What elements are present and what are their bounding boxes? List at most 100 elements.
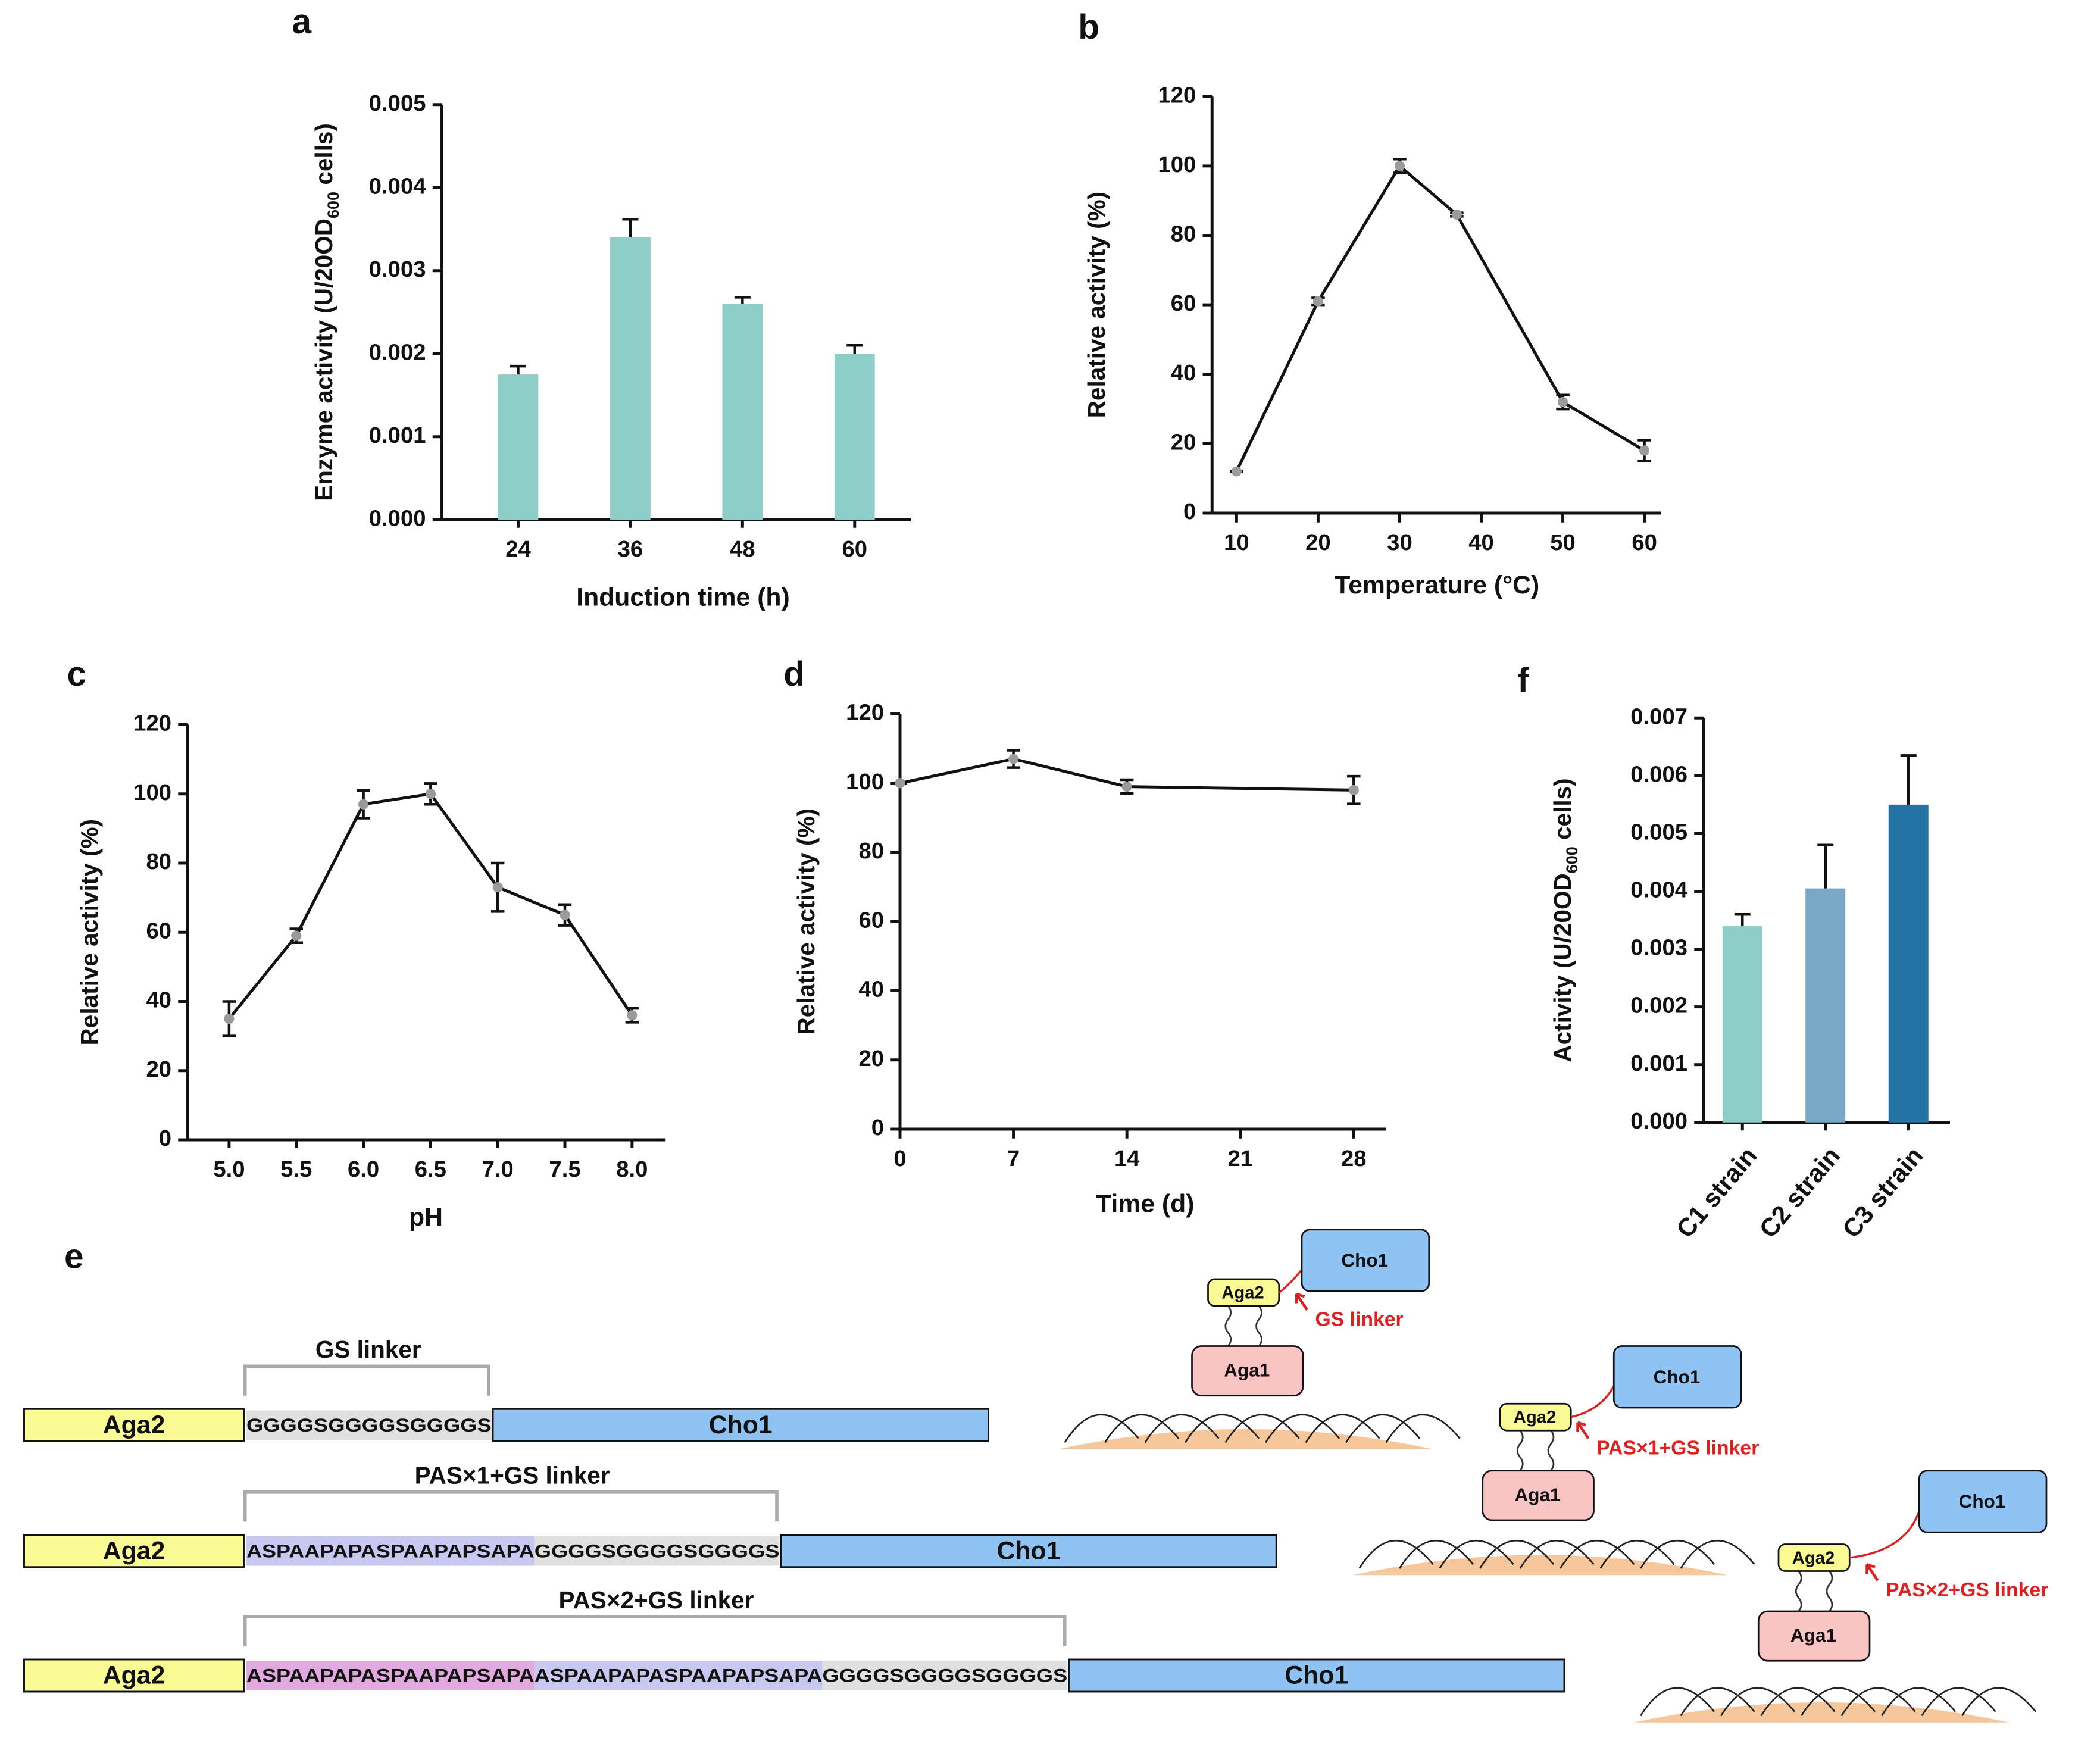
bar bbox=[498, 374, 539, 520]
cell-surface bbox=[1352, 1555, 1728, 1576]
linker-segment-bg bbox=[246, 1536, 535, 1566]
point bbox=[1121, 782, 1132, 792]
y-tick-label: 0.005 bbox=[369, 90, 426, 116]
aga2-label: Aga2 bbox=[103, 1411, 165, 1439]
y-tick-label: 0 bbox=[159, 1126, 171, 1151]
arrow bbox=[1295, 1292, 1308, 1311]
x-tick-label: 21 bbox=[1227, 1146, 1253, 1171]
disulfide-bond bbox=[1255, 1305, 1262, 1347]
linker-label: PAS×2+GS linker bbox=[1886, 1579, 2048, 1601]
y-axis-label-part: Relative activity (%) bbox=[1083, 192, 1110, 418]
cho1-box bbox=[1918, 1470, 2048, 1533]
point bbox=[1348, 785, 1359, 795]
aga2-label: Aga2 bbox=[1792, 1549, 1835, 1568]
x-tick-label: 28 bbox=[1341, 1146, 1367, 1171]
y-tick-label: 120 bbox=[133, 711, 171, 736]
cell-wall-fibers bbox=[1358, 1539, 1755, 1569]
point bbox=[358, 799, 369, 810]
cell-surface bbox=[1634, 1702, 2009, 1723]
linker-label: GS linker bbox=[315, 1336, 421, 1363]
cho1-box bbox=[1612, 1345, 1742, 1409]
error-bar bbox=[734, 296, 751, 304]
y-axis-label-part: Relative activity (%) bbox=[792, 808, 819, 1034]
error-bar bbox=[846, 344, 863, 354]
panel-label: e bbox=[64, 1237, 84, 1276]
y-axis-label-part: Activity (U/20OD bbox=[1549, 873, 1576, 1062]
x-axis-label: pH bbox=[409, 1203, 443, 1232]
y-axis-label: Relative activity (%) bbox=[1083, 192, 1110, 418]
cho1-label: Cho1 bbox=[1959, 1490, 2006, 1512]
y-tick-label: 20 bbox=[146, 1057, 171, 1082]
bar bbox=[610, 237, 651, 520]
y-axis-label: Relative activity (%) bbox=[76, 819, 103, 1045]
point bbox=[425, 789, 436, 799]
bar bbox=[1722, 926, 1762, 1123]
y-axis-label: Relative activity (%) bbox=[792, 808, 819, 1034]
x-tick-label: 20 bbox=[1305, 530, 1331, 555]
disulfide-bond bbox=[1516, 1430, 1524, 1471]
x-tick-label: 5.0 bbox=[213, 1157, 245, 1182]
y-tick-label: 60 bbox=[1171, 290, 1196, 316]
linker-label: PAS×1+GS linker bbox=[415, 1462, 610, 1489]
aga1-box bbox=[1757, 1610, 1871, 1662]
x-tick-label: 30 bbox=[1387, 530, 1412, 555]
point bbox=[1394, 161, 1405, 171]
point bbox=[895, 778, 905, 789]
linker-sequence: GGGGSGGGGSGGGGS bbox=[535, 1540, 780, 1561]
aga2-label: Aga2 bbox=[1514, 1408, 1557, 1427]
error-bar bbox=[1900, 754, 1917, 805]
y-tick-label: 100 bbox=[133, 780, 171, 805]
y-axis-label: Enzyme activity (U/20OD600 cells) bbox=[310, 123, 342, 501]
aga1-label: Aga1 bbox=[1514, 1484, 1560, 1505]
point bbox=[1231, 466, 1242, 477]
bar bbox=[1888, 804, 1929, 1123]
cell-surface bbox=[1058, 1429, 1433, 1449]
cell-wall-fibers bbox=[1640, 1687, 2037, 1717]
cell-wall-fibers bbox=[1064, 1414, 1461, 1443]
x-tick-label: 6.5 bbox=[415, 1157, 446, 1182]
y-axis-label-part: 600 bbox=[1563, 846, 1581, 873]
y-axis-label-part: 600 bbox=[324, 192, 342, 218]
linker-label: PAS×2+GS linker bbox=[559, 1586, 754, 1614]
x-tick-label: 24 bbox=[505, 536, 531, 562]
y-tick-label: 0 bbox=[1183, 499, 1196, 524]
x-tick-label: C3 strain bbox=[1837, 1142, 1929, 1243]
x-tick-label: 6.0 bbox=[348, 1157, 379, 1182]
linker-curve bbox=[1849, 1510, 1920, 1559]
aga2-box bbox=[23, 1658, 245, 1693]
x-tick-label: 40 bbox=[1468, 530, 1494, 555]
y-axis-label-part: cells) bbox=[1549, 778, 1576, 846]
y-axis-label-part: Enzyme activity (U/20OD bbox=[310, 218, 337, 501]
aga2-label: Aga2 bbox=[1221, 1283, 1264, 1302]
bar bbox=[1805, 888, 1846, 1123]
x-tick-label: 60 bbox=[1632, 530, 1657, 555]
disulfide-bond bbox=[1224, 1305, 1232, 1347]
y-tick-label: 80 bbox=[858, 838, 884, 864]
cho1-label: Cho1 bbox=[1285, 1661, 1348, 1690]
y-axis-label-part: Relative activity (%) bbox=[76, 819, 103, 1045]
linker-bracket bbox=[243, 1490, 779, 1522]
linker-segment-bg bbox=[246, 1661, 535, 1690]
linker-sequence: GGGGSGGGGSGGGGS bbox=[246, 1414, 492, 1436]
y-tick-label: 0.001 bbox=[1630, 1051, 1688, 1076]
panel-label: b bbox=[1078, 8, 1099, 46]
panel-label: a bbox=[292, 2, 312, 41]
linker-bracket bbox=[243, 1364, 491, 1396]
y-axis-label: Activity (U/20OD600 cells) bbox=[1549, 778, 1581, 1062]
x-tick-label: 36 bbox=[618, 536, 643, 562]
cho1-box bbox=[1301, 1229, 1430, 1292]
x-tick-label: 7.0 bbox=[482, 1157, 514, 1182]
y-tick-label: 0.007 bbox=[1630, 704, 1688, 729]
point bbox=[627, 1010, 638, 1021]
cho1-box bbox=[1068, 1658, 1565, 1693]
linker-segment-bg bbox=[534, 1536, 780, 1566]
point bbox=[1312, 296, 1323, 307]
line bbox=[899, 757, 1354, 792]
panel-label: c bbox=[67, 655, 87, 693]
y-tick-label: 0.001 bbox=[369, 423, 426, 448]
linker-sequence: GGGGSGGGGSGGGGS bbox=[823, 1665, 1068, 1686]
line bbox=[1235, 164, 1645, 473]
cho1-box bbox=[780, 1534, 1277, 1568]
linker-segment-bg bbox=[246, 1410, 492, 1440]
